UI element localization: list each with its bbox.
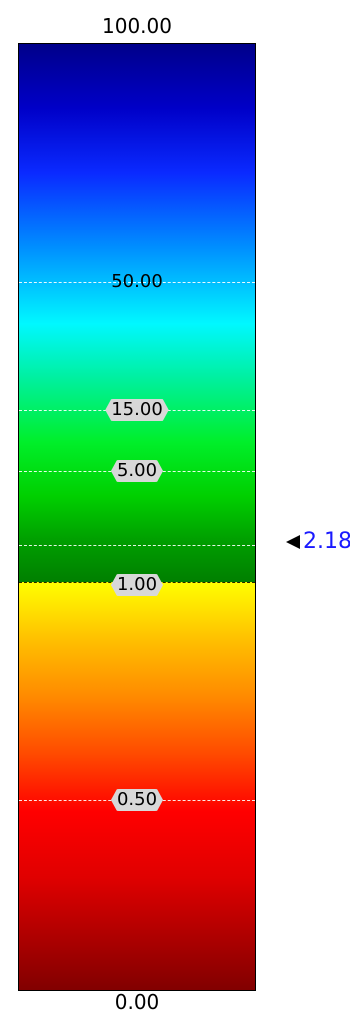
color-scale-bar: 50.00 15.00 5.00 1.00 0.50 (18, 43, 256, 991)
marker-pointer-icon (286, 535, 300, 549)
scale-min-label: 0.00 (114, 990, 160, 1014)
scale-band-upper (19, 44, 255, 582)
tick-label-50: 50.00 (111, 271, 163, 292)
marker-value-label: 2.18 (303, 529, 350, 554)
gridline-50 (19, 282, 255, 283)
scale-max-label: 100.00 (102, 14, 172, 38)
tick-label-5: 5.00 (111, 460, 163, 482)
marker-gridline (19, 545, 255, 546)
scale-band-lower (19, 582, 255, 990)
tick-label-15: 15.00 (105, 399, 169, 421)
tick-label-1: 1.00 (111, 574, 163, 596)
tick-label-0-5: 0.50 (111, 789, 163, 811)
